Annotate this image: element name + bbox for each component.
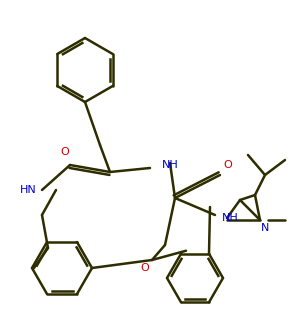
Text: NH: NH [162, 160, 179, 170]
Text: NH: NH [222, 213, 239, 223]
Text: O: O [60, 147, 69, 157]
Text: HN: HN [20, 185, 36, 195]
Text: N: N [261, 223, 269, 233]
Text: O: O [224, 160, 232, 170]
Text: O: O [141, 263, 149, 273]
